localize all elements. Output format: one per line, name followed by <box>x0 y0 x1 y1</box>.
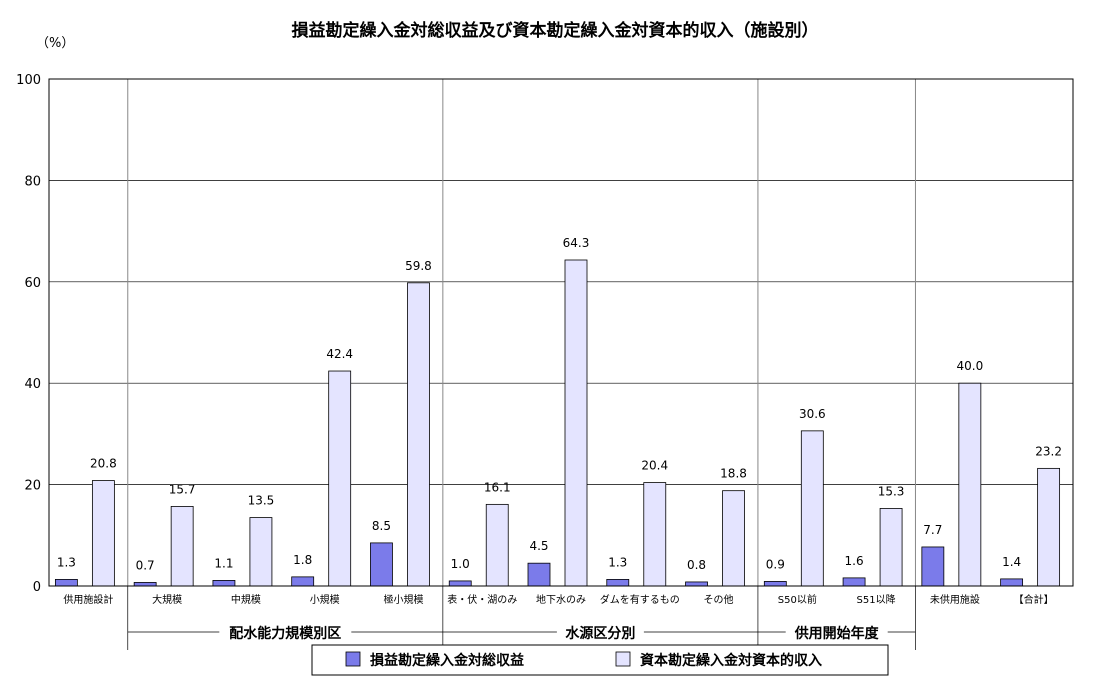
bar <box>879 508 903 587</box>
legend-swatch <box>615 651 631 667</box>
bar <box>958 382 982 587</box>
value-label: 7.7 <box>923 523 942 537</box>
y-tick-label: 20 <box>24 479 41 494</box>
bar <box>722 490 745 587</box>
legend-label: 損益勘定繰入金対総収益 <box>370 652 524 669</box>
bar <box>407 282 430 587</box>
bar <box>170 506 194 587</box>
value-label: 0.7 <box>136 558 155 572</box>
value-label: 40.0 <box>956 359 983 373</box>
value-label: 59.8 <box>405 259 432 273</box>
value-label: 15.7 <box>169 482 196 496</box>
category-label: その他 <box>704 593 734 606</box>
bar <box>54 579 78 587</box>
legend-box <box>311 644 889 676</box>
value-label: 42.4 <box>326 347 353 361</box>
value-label: 1.3 <box>57 555 76 569</box>
bar <box>800 430 824 587</box>
bar <box>370 542 393 587</box>
value-label: 1.1 <box>214 556 233 570</box>
bar <box>328 370 352 587</box>
bar <box>1037 467 1061 587</box>
plot-frame <box>48 78 1074 587</box>
value-label: 0.9 <box>766 557 785 571</box>
y-unit-label: （%） <box>36 36 74 51</box>
category-label: ダムを有するもの <box>600 593 680 606</box>
group-label-bg <box>219 622 352 642</box>
value-label: 20.8 <box>90 457 117 471</box>
category-label: 小規模 <box>310 594 340 606</box>
value-label: 8.5 <box>372 519 391 533</box>
value-label: 1.4 <box>1002 555 1021 569</box>
category-label: 表・伏・湖のみ <box>447 593 517 606</box>
group-labels: 配水能力規模別区 水源区分別 供用開始年度 <box>127 622 916 642</box>
bar <box>291 576 315 587</box>
category-label: S50以前 <box>778 593 817 606</box>
group-label: 供用開始年度 <box>794 625 880 642</box>
group-label-bg <box>785 622 888 642</box>
category-label: 供用施設計 <box>63 593 113 606</box>
value-label: 1.8 <box>293 553 312 567</box>
group-separators <box>127 79 916 650</box>
category-label: 大規模 <box>152 593 182 606</box>
value-label: 23.2 <box>1035 444 1062 458</box>
value-label: 30.6 <box>799 407 826 421</box>
legend-label: 資本勘定繰入金対資本的収入 <box>640 652 822 669</box>
group-label-bg <box>556 622 644 642</box>
bar <box>685 581 708 587</box>
y-tick-label: 0 <box>33 580 41 595</box>
value-label: 64.3 <box>563 236 590 250</box>
value-label: 18.8 <box>720 467 747 481</box>
y-tick-labels: 0 20 40 60 80 100 <box>16 73 41 595</box>
category-labels: 供用施設計 大規模 中規模 小規模 極小規模 表・伏・湖のみ 地下水のみ ダムを有するもの その… <box>63 593 1053 606</box>
legend-swatch <box>345 651 361 667</box>
bar <box>564 259 588 587</box>
category-label: S51以降 <box>857 593 896 606</box>
category-label: 【合計】 <box>1014 593 1054 606</box>
value-label: 1.0 <box>451 557 470 571</box>
category-label: 地下水のみ <box>536 593 586 606</box>
bar <box>763 581 787 587</box>
value-label: 20.4 <box>641 459 668 473</box>
group-label: 水源区分別 <box>565 625 635 642</box>
y-tick-label: 40 <box>24 377 41 392</box>
bar <box>212 580 236 587</box>
bar <box>249 517 273 587</box>
category-label: 未供用施設 <box>930 593 980 606</box>
value-label: 0.8 <box>687 558 706 572</box>
value-label: 16.1 <box>484 480 511 494</box>
bar <box>643 482 667 587</box>
gridlines <box>49 78 1073 485</box>
bar <box>485 503 509 587</box>
bar <box>606 579 630 587</box>
legend: 損益勘定繰入金対総収益 資本勘定繰入金対資本的収入 <box>311 644 889 676</box>
category-label: 極小規模 <box>383 593 423 606</box>
bar <box>133 582 157 587</box>
bar <box>527 562 551 587</box>
value-label: 15.3 <box>878 484 905 498</box>
group-label: 配水能力規模別区 <box>229 625 341 642</box>
bar <box>921 546 945 587</box>
y-tick-label: 60 <box>24 276 41 291</box>
chart-title: 損益勘定繰入金対総収益及び資本勘定繰入金対資本的収入（施設別） <box>292 20 819 41</box>
bar <box>448 580 472 587</box>
value-labels: 1.3 0.7 1.1 1.8 8.5 1.0 4.5 1.3 0.8 0.9 1.6 7.7 1.4 2… <box>57 236 1062 572</box>
value-label: 1.3 <box>608 555 627 569</box>
y-tick-label: 100 <box>16 73 41 88</box>
bars <box>54 259 1061 587</box>
bar <box>1000 578 1024 587</box>
bar <box>91 480 115 587</box>
value-label: 13.5 <box>248 494 275 508</box>
bar <box>842 577 866 587</box>
y-tick-label: 80 <box>24 174 41 189</box>
value-label: 1.6 <box>845 554 864 568</box>
axes <box>48 78 1074 587</box>
category-label: 中規模 <box>231 593 261 606</box>
value-label: 4.5 <box>529 539 548 553</box>
